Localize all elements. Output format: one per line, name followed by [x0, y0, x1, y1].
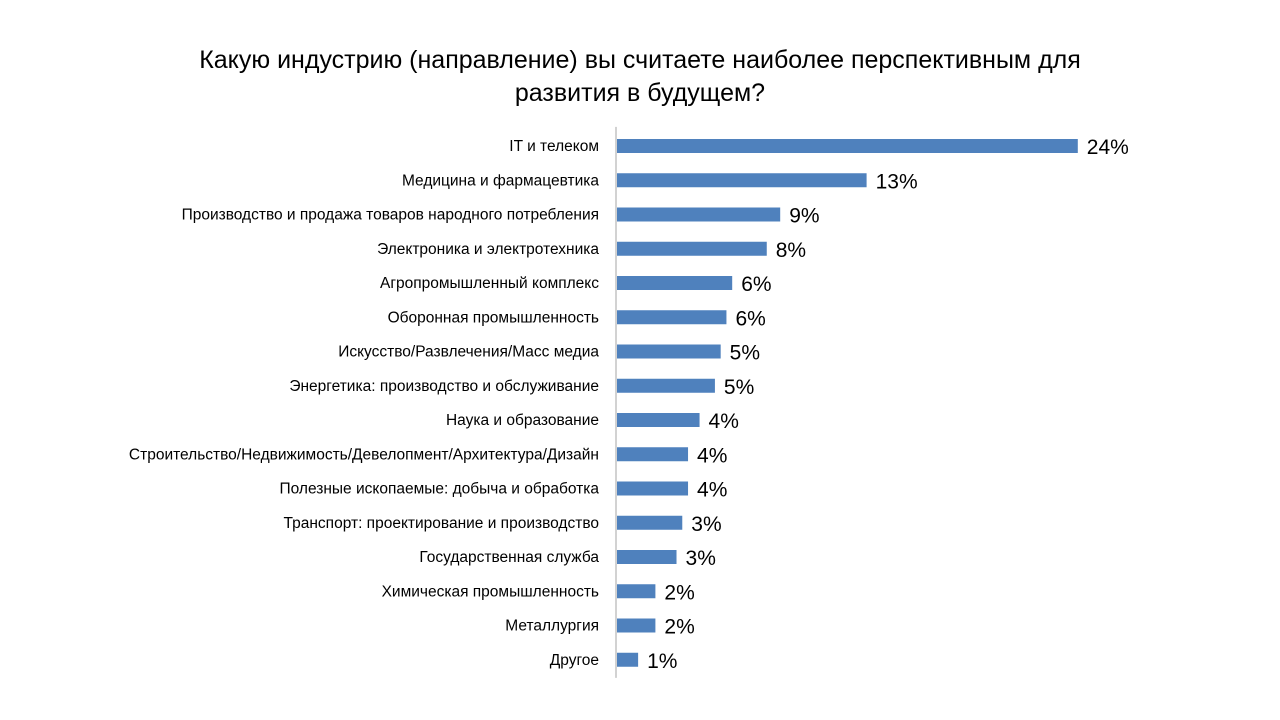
category-label: Другое: [550, 652, 599, 669]
bar: [617, 276, 733, 290]
category-label: Агропромышленный комплекс: [380, 275, 599, 292]
bar: [617, 173, 867, 188]
bar: [617, 207, 781, 222]
category-label: Полезные ископаемые: добыча и обработка: [279, 481, 599, 498]
bar: [617, 652, 639, 667]
category-label: Оборонная промышленность: [388, 309, 599, 326]
value-label: 4%: [709, 410, 739, 433]
value-label: 6%: [741, 273, 771, 296]
category-label: Электроника и электротехника: [377, 241, 599, 258]
value-label: 6%: [735, 307, 765, 330]
bar: [617, 413, 700, 427]
value-label: 2%: [664, 616, 694, 639]
category-label: Транспорт: проектирование и производство: [284, 515, 599, 532]
bar: [617, 344, 721, 359]
category-label: Медицина и фармацевтика: [402, 172, 599, 189]
bar: [617, 584, 656, 599]
bar: [617, 378, 715, 393]
value-label: 1%: [647, 650, 677, 673]
category-label: Производство и продажа товаров народного…: [182, 207, 599, 224]
bar: [617, 139, 1078, 153]
category-label: Химическая промышленность: [382, 583, 599, 600]
bar: [617, 550, 677, 564]
category-labels: IT и телеком Медицина и фармацевтика Произ…: [129, 138, 599, 669]
bar: [617, 447, 689, 462]
value-label: 24%: [1087, 136, 1129, 159]
value-label: 3%: [691, 513, 721, 536]
category-label: Государственная служба: [419, 549, 599, 566]
category-label: Искусство/Развлечения/Масс медиа: [338, 344, 599, 361]
value-label: 2%: [664, 581, 694, 604]
chart-title-line-2: развития в будущем?: [514, 79, 766, 107]
chart-title: Какую индустрию (направление) вы считает…: [140, 44, 1140, 110]
category-label: Металлургия: [505, 618, 599, 635]
bar: [617, 310, 727, 325]
value-label: 8%: [776, 239, 806, 262]
value-label: 5%: [724, 376, 754, 399]
value-label: 4%: [697, 444, 727, 467]
bar: [617, 241, 767, 256]
category-label: Энергетика: производство и обслуживание: [289, 378, 599, 395]
value-label: 13%: [876, 170, 918, 193]
value-label: 3%: [686, 547, 716, 570]
value-label: 5%: [730, 342, 760, 365]
category-label: Строительство/Недвижимость/Девелопмент/А…: [129, 446, 599, 463]
chart-title-line-1: Какую индустрию (направление) вы считает…: [199, 46, 1081, 74]
bar: [617, 481, 689, 496]
value-label: 9%: [789, 205, 819, 228]
bar: [617, 515, 683, 530]
category-label: IT и телеком: [509, 138, 599, 155]
category-label: Наука и образование: [446, 412, 599, 429]
value-label: 4%: [697, 479, 727, 502]
bar: [617, 618, 656, 633]
